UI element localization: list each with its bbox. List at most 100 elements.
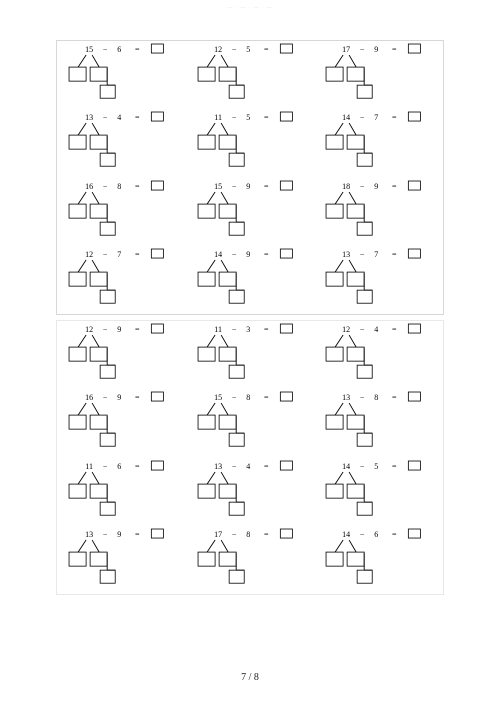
svg-text:=: = — [392, 325, 397, 334]
svg-text:12: 12 — [85, 325, 93, 334]
problem-cell: 16 − 8 = — [57, 178, 186, 246]
worksheet-panel-1: 15 − 6 = 12 − 5 = 17 − 9 = — [56, 40, 444, 315]
subtraction-problem: 16 − 8 = — [57, 178, 186, 246]
svg-text:6: 6 — [117, 45, 121, 54]
svg-text:=: = — [135, 325, 140, 334]
problem-cell: 18 − 9 = — [314, 178, 443, 246]
svg-text:=: = — [135, 45, 140, 54]
svg-text:−: − — [232, 113, 237, 122]
svg-text:17: 17 — [342, 45, 350, 54]
svg-text:11: 11 — [85, 462, 93, 471]
svg-text:−: − — [103, 393, 108, 402]
svg-text:−: − — [232, 250, 237, 259]
svg-text:=: = — [264, 182, 269, 191]
problem-cell: 11 − 6 = — [57, 458, 186, 526]
svg-text:15: 15 — [214, 393, 222, 402]
svg-text:−: − — [232, 462, 237, 471]
svg-text:=: = — [392, 393, 397, 402]
problem-cell: 13 − 9 = — [57, 526, 186, 594]
svg-text:8: 8 — [117, 182, 121, 191]
svg-text:=: = — [264, 393, 269, 402]
svg-text:−: − — [360, 113, 365, 122]
svg-text:4: 4 — [246, 462, 250, 471]
svg-text:=: = — [135, 530, 140, 539]
svg-text:18: 18 — [342, 182, 350, 191]
svg-text:−: − — [232, 325, 237, 334]
subtraction-problem: 12 − 9 = — [57, 321, 186, 389]
svg-text:−: − — [360, 250, 365, 259]
problem-cell: 12 − 7 = — [57, 246, 186, 314]
svg-text:11: 11 — [214, 325, 222, 334]
svg-text:7: 7 — [375, 250, 379, 259]
svg-text:=: = — [135, 182, 140, 191]
svg-text:9: 9 — [375, 45, 379, 54]
svg-text:16: 16 — [85, 393, 93, 402]
problem-cell: 11 − 5 = — [186, 109, 315, 177]
svg-text:−: − — [360, 393, 365, 402]
svg-text:13: 13 — [85, 113, 93, 122]
svg-text:13: 13 — [85, 530, 93, 539]
svg-text:−: − — [103, 250, 108, 259]
svg-text:6: 6 — [117, 462, 121, 471]
svg-text:=: = — [135, 250, 140, 259]
svg-text:12: 12 — [342, 325, 350, 334]
svg-text:14: 14 — [342, 530, 350, 539]
problem-cell: 12 − 9 = — [57, 321, 186, 389]
problem-cell: 14 − 7 = — [314, 109, 443, 177]
svg-text:=: = — [392, 462, 397, 471]
svg-text:−: − — [232, 45, 237, 54]
svg-text:−: − — [360, 462, 365, 471]
svg-text:5: 5 — [375, 462, 379, 471]
problem-cell: 13 − 4 = — [186, 458, 315, 526]
subtraction-problem: 16 − 9 = — [57, 389, 186, 457]
problem-cell: 17 − 9 = — [314, 41, 443, 109]
svg-text:9: 9 — [117, 530, 121, 539]
svg-text:8: 8 — [375, 393, 379, 402]
svg-text:−: − — [232, 182, 237, 191]
svg-text:=: = — [264, 113, 269, 122]
svg-text:13: 13 — [214, 462, 222, 471]
subtraction-problem: 13 − 7 = — [314, 246, 443, 314]
subtraction-problem: 13 − 9 = — [57, 526, 186, 594]
subtraction-problem: 13 − 4 = — [186, 458, 315, 526]
svg-text:5: 5 — [246, 45, 250, 54]
subtraction-problem: 13 − 8 = — [314, 389, 443, 457]
svg-text:4: 4 — [117, 113, 121, 122]
svg-text:3: 3 — [246, 325, 250, 334]
svg-text:8: 8 — [246, 530, 250, 539]
svg-text:5: 5 — [246, 113, 250, 122]
svg-text:8: 8 — [246, 393, 250, 402]
svg-text:17: 17 — [214, 530, 222, 539]
subtraction-problem: 14 − 7 = — [314, 109, 443, 177]
page: — · — · — · — 15 − 6 = 12 − 5 = 17 − 9 = — [0, 0, 500, 707]
page-header: — · — · — · — — [0, 6, 500, 11]
svg-text:=: = — [392, 182, 397, 191]
subtraction-problem: 17 − 9 = — [314, 41, 443, 109]
problem-cell: 13 − 4 = — [57, 109, 186, 177]
problem-cell: 13 − 7 = — [314, 246, 443, 314]
subtraction-problem: 11 − 3 = — [186, 321, 315, 389]
svg-text:11: 11 — [214, 113, 222, 122]
svg-text:=: = — [135, 113, 140, 122]
svg-text:−: − — [103, 325, 108, 334]
subtraction-problem: 18 − 9 = — [314, 178, 443, 246]
problem-cell: 12 − 5 = — [186, 41, 315, 109]
svg-text:=: = — [135, 462, 140, 471]
svg-text:−: − — [103, 182, 108, 191]
svg-text:13: 13 — [342, 393, 350, 402]
problem-cell: 15 − 8 = — [186, 389, 315, 457]
subtraction-problem: 11 − 6 = — [57, 458, 186, 526]
svg-text:−: − — [360, 325, 365, 334]
problem-cell: 13 − 8 = — [314, 389, 443, 457]
svg-text:=: = — [392, 250, 397, 259]
svg-text:7: 7 — [117, 250, 121, 259]
svg-text:−: − — [232, 393, 237, 402]
svg-text:=: = — [392, 113, 397, 122]
svg-text:9: 9 — [117, 393, 121, 402]
problem-cell: 16 − 9 = — [57, 389, 186, 457]
subtraction-problem: 14 − 9 = — [186, 246, 315, 314]
svg-text:9: 9 — [246, 182, 250, 191]
svg-text:−: − — [103, 530, 108, 539]
subtraction-problem: 12 − 4 = — [314, 321, 443, 389]
svg-text:−: − — [360, 530, 365, 539]
